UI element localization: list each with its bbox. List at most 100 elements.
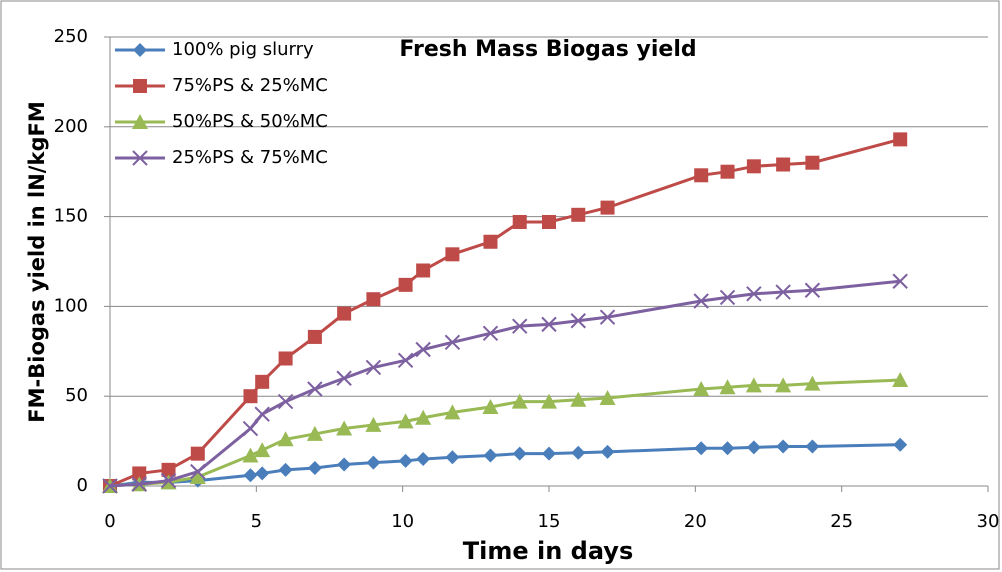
- data-point: [307, 381, 323, 397]
- data-point: [365, 359, 382, 376]
- data-point: [307, 461, 322, 476]
- data-point: [131, 476, 147, 492]
- y-tick-label: 100: [54, 295, 88, 316]
- data-point: [746, 159, 761, 174]
- data-point: [719, 379, 736, 395]
- data-point: [254, 442, 271, 458]
- data-point: [746, 286, 762, 302]
- data-point: [600, 444, 615, 459]
- data-point: [398, 453, 413, 468]
- data-point: [511, 393, 528, 409]
- legend-label: 75%PS & 25%MC: [172, 75, 328, 96]
- data-point: [445, 450, 460, 465]
- data-point: [720, 441, 735, 456]
- x-axis-label: Time in days: [463, 537, 633, 565]
- data-point: [776, 157, 791, 172]
- data-point: [804, 282, 821, 298]
- data-point: [189, 469, 206, 485]
- data-point: [541, 393, 557, 409]
- data-point: [254, 406, 270, 422]
- legend-label: 25%PS & 75%MC: [172, 147, 328, 168]
- x-tick-label: 10: [391, 511, 414, 532]
- data-point: [102, 478, 118, 494]
- legend-label: 100% pig slurry: [172, 39, 314, 60]
- data-point: [397, 413, 414, 429]
- x-tick-label: 15: [538, 511, 561, 532]
- data-point: [542, 214, 556, 229]
- y-tick-label: 150: [54, 206, 88, 227]
- y-tick-label: 50: [65, 385, 88, 406]
- data-point: [190, 446, 205, 461]
- data-point: [694, 168, 709, 183]
- data-point: [307, 329, 322, 344]
- chart-title: Fresh Mass Biogas yield: [399, 37, 696, 62]
- data-point: [255, 374, 270, 389]
- data-point: [571, 207, 586, 222]
- data-point: [893, 132, 908, 147]
- data-point: [600, 200, 615, 215]
- data-point: [365, 416, 382, 432]
- data-point: [398, 277, 413, 292]
- data-point: [397, 352, 414, 368]
- data-point: [255, 466, 270, 481]
- data-point: [190, 463, 206, 480]
- data-point: [242, 420, 259, 437]
- data-point: [132, 466, 147, 481]
- legend-marker: [132, 150, 148, 166]
- data-point: [570, 313, 586, 329]
- data-point: [336, 420, 353, 436]
- data-point: [416, 452, 431, 467]
- data-point: [306, 425, 323, 441]
- y-tick-label: 0: [77, 475, 88, 496]
- data-point: [482, 398, 499, 414]
- data-point: [243, 468, 258, 483]
- data-point: [512, 446, 527, 461]
- data-point: [278, 351, 293, 366]
- data-point: [892, 372, 909, 388]
- data-point: [805, 439, 820, 454]
- data-point: [893, 437, 908, 452]
- data-point: [277, 431, 294, 447]
- data-point: [366, 455, 381, 470]
- data-point: [277, 393, 294, 410]
- data-point: [366, 292, 381, 307]
- legend-marker: [133, 79, 147, 93]
- data-point: [278, 462, 293, 477]
- data-point: [337, 306, 352, 321]
- data-point: [161, 462, 176, 477]
- data-point: [599, 309, 616, 325]
- legend-label: 50%PS & 50%MC: [172, 111, 328, 132]
- data-point: [416, 263, 431, 278]
- data-point: [512, 318, 528, 334]
- data-point: [693, 381, 710, 397]
- y-tick-label: 250: [54, 26, 88, 47]
- data-point: [542, 446, 556, 461]
- x-tick-label: 30: [977, 511, 1000, 532]
- data-point: [242, 447, 259, 463]
- data-point: [444, 334, 461, 351]
- data-point: [720, 164, 735, 179]
- series-line: [109, 279, 901, 488]
- data-point: [719, 289, 736, 306]
- data-point: [243, 389, 258, 404]
- legend-marker: [132, 114, 148, 129]
- data-point: [571, 445, 586, 460]
- data-point: [483, 234, 498, 249]
- data-point: [775, 377, 792, 393]
- data-point: [805, 155, 820, 170]
- series-line: [109, 378, 901, 488]
- data-point: [415, 341, 431, 358]
- data-point: [694, 441, 709, 456]
- data-point: [745, 377, 762, 393]
- data-point: [746, 440, 761, 455]
- data-point: [775, 284, 791, 300]
- data-point: [160, 472, 177, 489]
- data-point: [599, 389, 616, 405]
- data-point: [892, 273, 908, 289]
- data-point: [776, 439, 791, 454]
- y-axis-label: FM-Biogas yield in lN/kgFM: [25, 101, 49, 422]
- data-point: [445, 247, 460, 262]
- legend-marker: [133, 43, 147, 57]
- data-point: [541, 316, 557, 333]
